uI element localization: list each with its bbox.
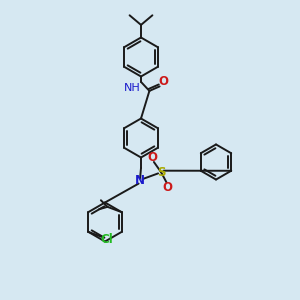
- Text: O: O: [158, 75, 169, 88]
- Text: Cl: Cl: [100, 233, 113, 246]
- Text: O: O: [148, 151, 158, 164]
- Text: N: N: [134, 174, 145, 187]
- Text: S: S: [157, 166, 165, 179]
- Text: NH: NH: [124, 83, 141, 93]
- Text: O: O: [163, 181, 173, 194]
